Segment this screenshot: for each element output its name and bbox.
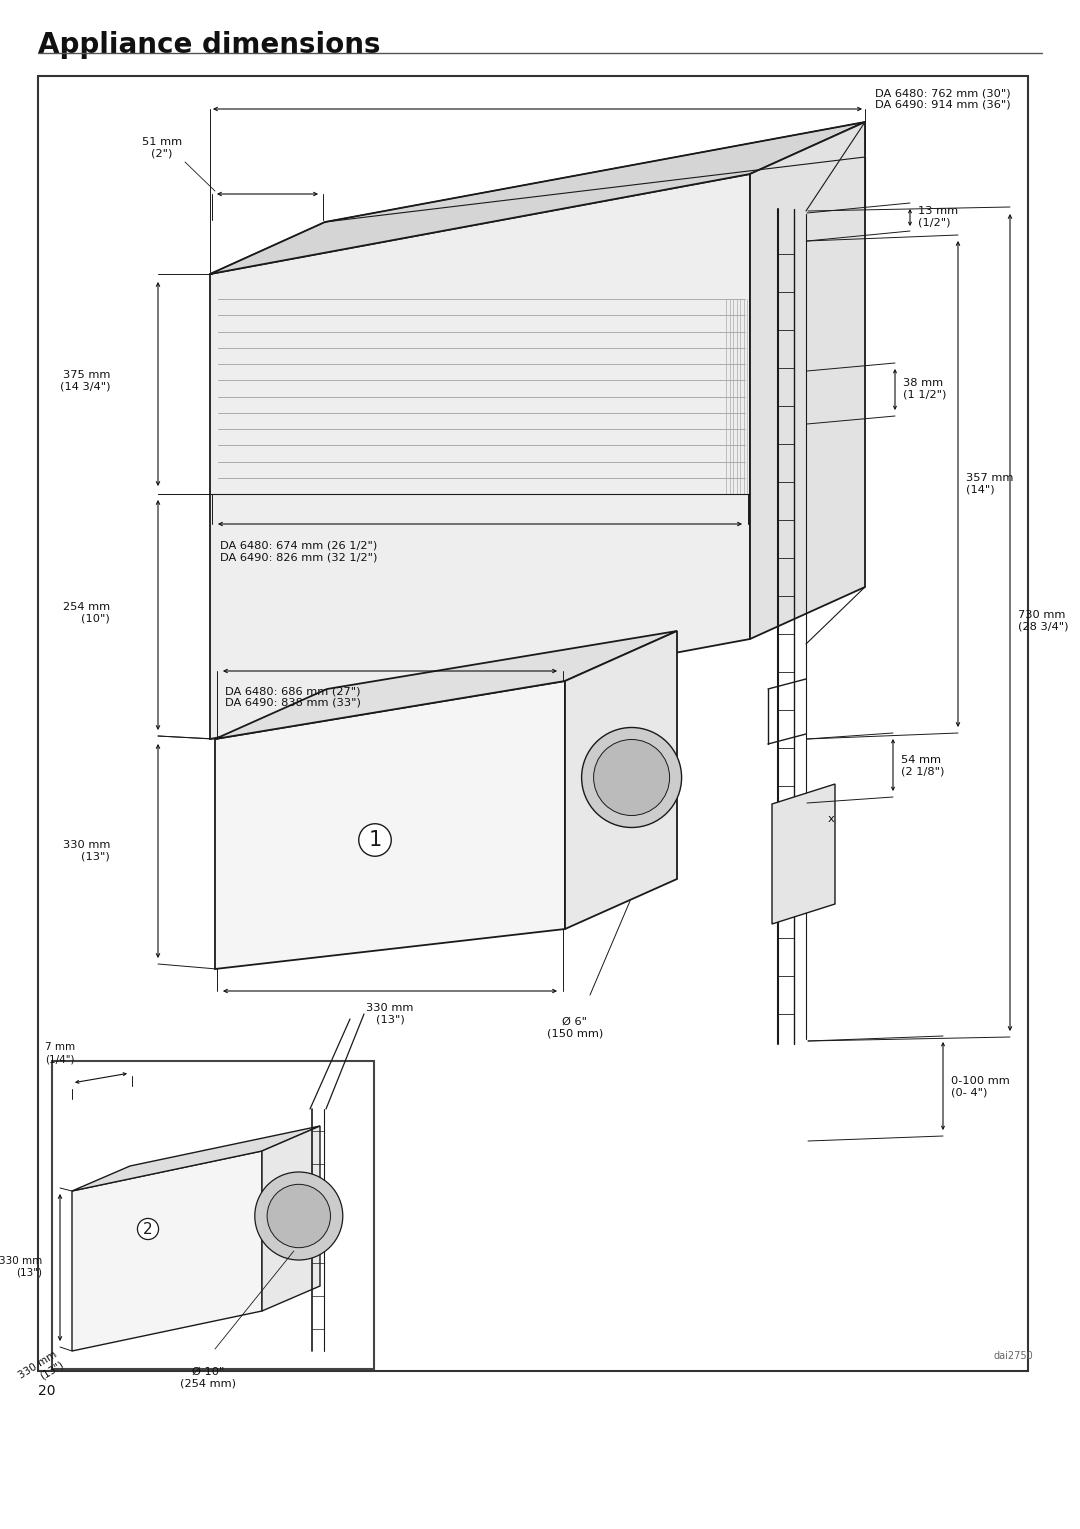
Polygon shape	[215, 631, 677, 739]
Text: DA 6480: 674 mm (26 1/2")
DA 6490: 826 mm (32 1/2"): DA 6480: 674 mm (26 1/2") DA 6490: 826 m…	[220, 541, 377, 563]
Text: dai2750: dai2750	[994, 1352, 1032, 1361]
Polygon shape	[210, 174, 750, 739]
Circle shape	[582, 728, 681, 827]
Polygon shape	[565, 631, 677, 930]
Text: 1: 1	[368, 830, 381, 850]
Text: 51 mm
(2"): 51 mm (2")	[141, 138, 183, 159]
Text: DA 6480: 686 mm (27")
DA 6490: 838 mm (33"): DA 6480: 686 mm (27") DA 6490: 838 mm (3…	[225, 687, 361, 708]
Text: 357 mm
(14"): 357 mm (14")	[966, 472, 1013, 495]
Polygon shape	[772, 784, 835, 924]
Circle shape	[594, 740, 670, 815]
Text: 254 mm
(10"): 254 mm (10")	[63, 602, 110, 624]
Text: 7 mm
(1/4"): 7 mm (1/4")	[45, 1043, 76, 1064]
Circle shape	[267, 1185, 330, 1248]
Text: 730 mm
(28 3/4"): 730 mm (28 3/4")	[1018, 610, 1068, 631]
Polygon shape	[210, 122, 865, 274]
Polygon shape	[215, 680, 565, 969]
Text: 0-100 mm
(0- 4"): 0-100 mm (0- 4")	[951, 1076, 1010, 1098]
Text: x: x	[828, 813, 835, 824]
Polygon shape	[750, 122, 865, 639]
Text: 330 mm
(13"): 330 mm (13")	[366, 1003, 414, 1024]
Text: Ø 10"
(254 mm): Ø 10" (254 mm)	[180, 1367, 237, 1388]
Text: Appliance dimensions: Appliance dimensions	[38, 31, 380, 60]
Text: 20: 20	[38, 1384, 55, 1398]
Text: Ø 6"
(150 mm): Ø 6" (150 mm)	[546, 1017, 603, 1038]
Text: 13 mm
(1/2"): 13 mm (1/2")	[918, 206, 958, 228]
Text: 330 mm
(13"): 330 mm (13")	[17, 1349, 65, 1390]
FancyBboxPatch shape	[38, 76, 1028, 1372]
Text: 2: 2	[144, 1222, 152, 1237]
Text: 330 mm
(13"): 330 mm (13")	[0, 1257, 42, 1278]
Polygon shape	[72, 1151, 262, 1352]
Circle shape	[255, 1173, 342, 1260]
Text: 375 mm
(14 3/4"): 375 mm (14 3/4")	[59, 370, 110, 391]
Text: 330 mm
(13"): 330 mm (13")	[63, 841, 110, 862]
Polygon shape	[262, 1125, 320, 1310]
FancyBboxPatch shape	[52, 1061, 374, 1368]
Text: DA 6480: 762 mm (30")
DA 6490: 914 mm (36"): DA 6480: 762 mm (30") DA 6490: 914 mm (3…	[875, 89, 1011, 110]
Polygon shape	[72, 1125, 320, 1191]
Text: 38 mm
(1 1/2"): 38 mm (1 1/2")	[903, 378, 946, 399]
Text: 54 mm
(2 1/8"): 54 mm (2 1/8")	[901, 755, 944, 777]
